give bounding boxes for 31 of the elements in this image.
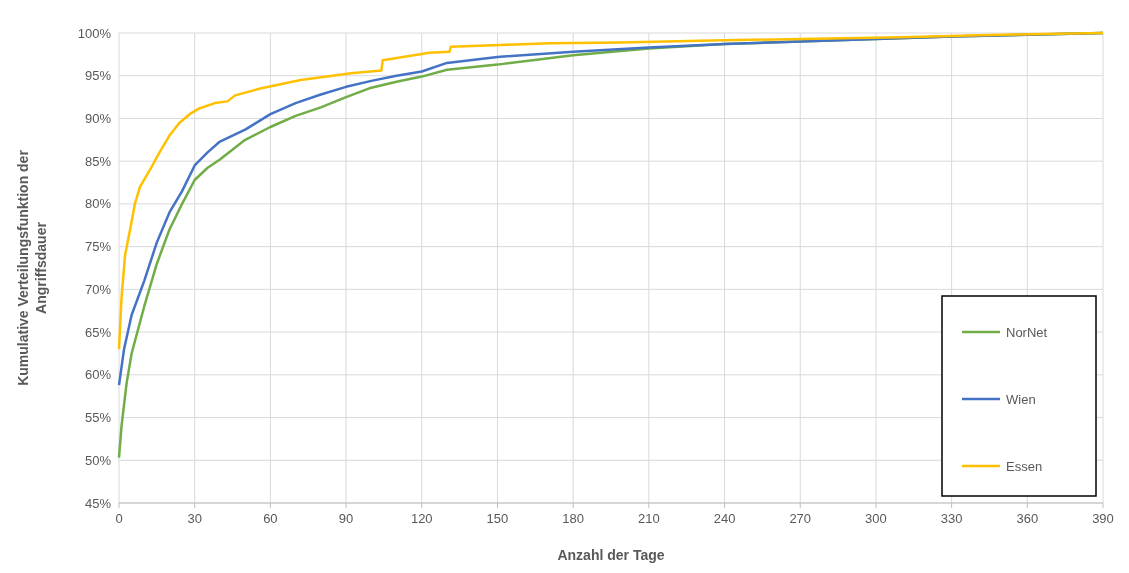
x-tick-label: 210 (637, 511, 660, 526)
x-tick-label: 300 (865, 511, 887, 526)
x-tick-label: 60 (263, 511, 278, 526)
x-axis-title: Anzahl der Tage (557, 547, 665, 563)
x-tick-label: 180 (562, 511, 585, 526)
x-tick-label: 30 (187, 511, 202, 526)
y-tick-label: 65% (84, 324, 112, 340)
x-tick-label: 390 (1092, 511, 1114, 526)
x-tick-label: 150 (486, 511, 509, 526)
y-tick-label: 85% (84, 153, 112, 169)
legend-label: Wien (1006, 392, 1036, 407)
y-tick-label: 100% (77, 25, 112, 41)
x-tick-label: 240 (713, 511, 736, 526)
y-tick-label: 70% (84, 281, 112, 297)
y-tick-label: 50% (84, 452, 112, 468)
x-tick-label: 0 (115, 511, 123, 526)
legend-label: NorNet (1006, 325, 1048, 340)
y-tick-label: 55% (84, 410, 112, 426)
x-tick-label: 90 (338, 511, 354, 526)
y-tick-label: 80% (84, 196, 112, 212)
y-tick-label: 90% (84, 110, 112, 126)
y-axis-title: Kumulative Verteilungsfunktion der Angriffsdauer (15, 149, 49, 386)
x-tick-label: 330 (940, 511, 963, 526)
x-tick-label: 270 (789, 511, 812, 526)
x-tick-label: 360 (1016, 511, 1039, 526)
y-tick-label: 75% (84, 239, 112, 255)
legend-label: Essen (1006, 459, 1043, 474)
x-tick-label: 120 (410, 511, 433, 526)
y-tick-label: 45% (84, 495, 112, 511)
y-tick-label: 60% (84, 367, 112, 383)
y-tick-label: 95% (84, 68, 112, 84)
